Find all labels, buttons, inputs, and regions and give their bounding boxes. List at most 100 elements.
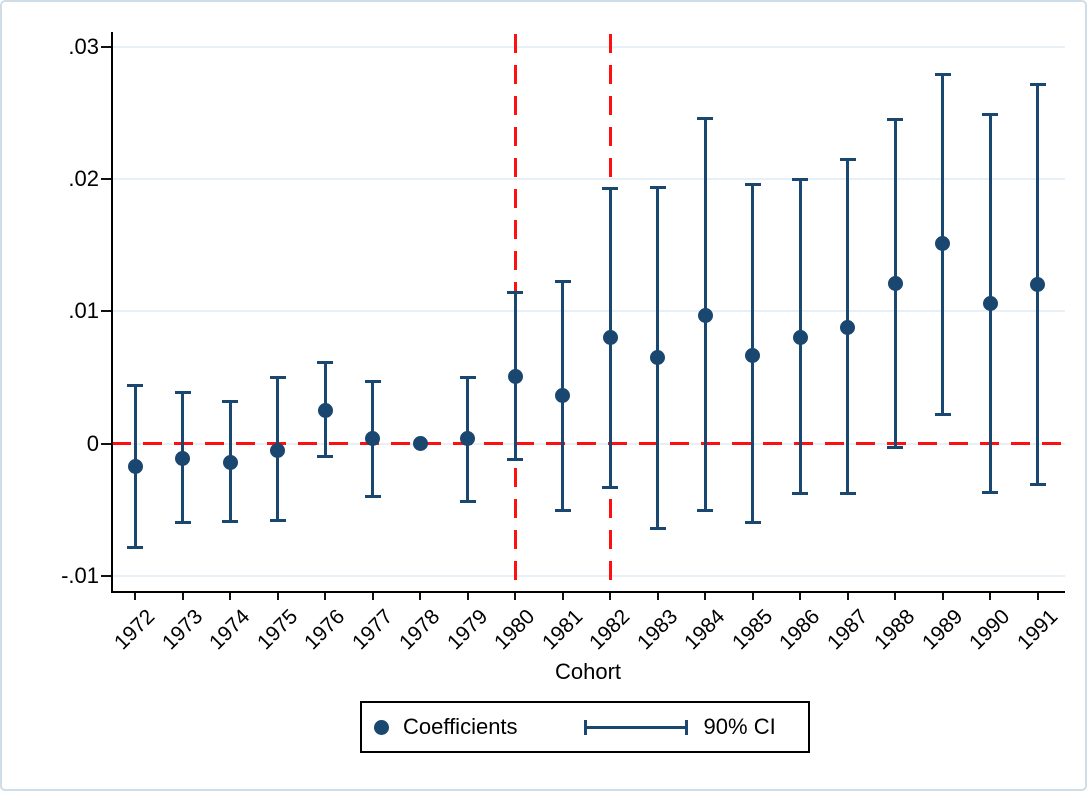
coefficient-marker (792, 330, 808, 346)
y-axis-tick (101, 46, 112, 49)
y-axis-tick-label: -.01 (61, 562, 99, 588)
coefficient-marker (270, 442, 285, 458)
x-axis-line (111, 591, 1065, 593)
ci-cap-bottom (982, 490, 998, 494)
x-axis-tick (989, 592, 991, 600)
y-gridline (112, 46, 1065, 49)
x-axis-tick (371, 592, 374, 600)
coefficient-marker (650, 350, 665, 366)
x-axis-tick (846, 592, 849, 600)
x-axis-tick (656, 592, 659, 600)
ci-cap-bottom (317, 455, 333, 459)
coefficient-marker (175, 450, 190, 466)
coefficient-marker (555, 388, 570, 404)
ci-cap-top (174, 390, 191, 394)
ci-cap-bottom (554, 509, 571, 513)
ci-cap-top (222, 399, 238, 403)
coefficient-marker (887, 276, 903, 292)
coefficient-marker (745, 347, 760, 363)
legend-coefficients-marker-icon (374, 719, 389, 735)
ci-cap-bottom (744, 521, 761, 525)
ci-cap-top (649, 185, 666, 189)
y-axis-tick-label: .01 (68, 298, 99, 324)
coefficient-marker (935, 236, 950, 252)
ci-cap-top (887, 118, 903, 122)
ci-cap-top (507, 291, 523, 295)
x-axis-tick (324, 592, 326, 600)
ci-cap-top (792, 177, 808, 181)
y-axis-line (111, 32, 113, 593)
coefficient-marker (507, 368, 523, 384)
ci-cap-bottom (792, 492, 808, 496)
ci-cap-bottom (1029, 483, 1046, 487)
y-axis-tick-label: 0 (86, 430, 99, 456)
y-axis-tick (101, 442, 112, 445)
ci-cap-top (554, 279, 571, 283)
y-gridline (112, 310, 1065, 313)
ci-cap-bottom (269, 518, 286, 522)
x-axis-tick (941, 592, 944, 600)
ci-cap-bottom (649, 526, 666, 530)
coefficient-marker (840, 319, 855, 335)
x-axis-title: Cohort (554, 659, 622, 684)
x-axis-tick (134, 592, 136, 600)
legend-ci-label: 90% CI (703, 714, 776, 739)
coefficient-marker (365, 430, 380, 446)
coefficient-marker (460, 430, 475, 446)
coefficient-marker (222, 454, 238, 470)
coefficient-marker (697, 307, 713, 323)
x-axis-tick (419, 592, 421, 600)
coefficient-marker (1030, 277, 1045, 293)
ci-cap-top (459, 375, 476, 379)
x-axis-tick (229, 592, 231, 600)
ci-cap-bottom (222, 520, 238, 524)
x-axis-tick (181, 592, 184, 600)
x-axis-tick (276, 592, 279, 600)
y-axis-tick-label: .02 (68, 166, 99, 192)
ci-cap-bottom (507, 457, 523, 461)
ci-cap-top (364, 379, 381, 383)
legend-coefficients-label: Coefficients (403, 714, 518, 739)
ci-cap-top (602, 186, 618, 190)
ci-cap-bottom (934, 412, 951, 416)
y-gridline (112, 574, 1065, 577)
coefficient-marker (602, 330, 618, 346)
ci-cap-bottom (839, 492, 856, 496)
x-axis-tick (1036, 592, 1039, 600)
y-gridline (112, 178, 1065, 181)
x-axis-tick (609, 592, 611, 600)
coefficient-marker (982, 295, 998, 311)
ci-cap-bottom (602, 485, 618, 489)
x-axis-tick (514, 592, 516, 600)
coefficient-marker (317, 403, 333, 419)
ci-cap-top (697, 116, 713, 120)
ci-cap-bottom (887, 446, 903, 450)
ci-cap-top (982, 112, 998, 116)
zero-reference-line (112, 442, 1065, 446)
ci-cap-bottom (697, 509, 713, 513)
ci-cap-top (127, 383, 143, 387)
y-axis-tick-label: .03 (68, 34, 99, 60)
y-axis-tick (101, 574, 112, 577)
x-axis-tick (561, 592, 564, 600)
x-axis-tick (466, 592, 469, 600)
ci-cap-bottom (127, 546, 143, 550)
ci-cap-top (317, 361, 333, 365)
legend-ci-errorbar-icon (583, 719, 688, 735)
legend-box: Coefficients 90% CI (360, 701, 810, 753)
coefficient-marker (412, 436, 428, 452)
ci-cap-top (1029, 82, 1046, 86)
coefficient-marker (127, 458, 143, 474)
ci-cap-bottom (364, 494, 381, 498)
ci-cap-top (744, 183, 761, 187)
x-axis-tick (894, 592, 896, 600)
ci-cap-top (269, 375, 286, 379)
ci-cap-top (934, 73, 951, 77)
ci-cap-top (839, 157, 856, 161)
y-axis-tick (101, 310, 112, 313)
ci-cap-bottom (174, 521, 191, 525)
ci-cap-bottom (459, 500, 476, 504)
x-axis-tick (799, 592, 801, 600)
y-axis-tick (101, 178, 112, 181)
